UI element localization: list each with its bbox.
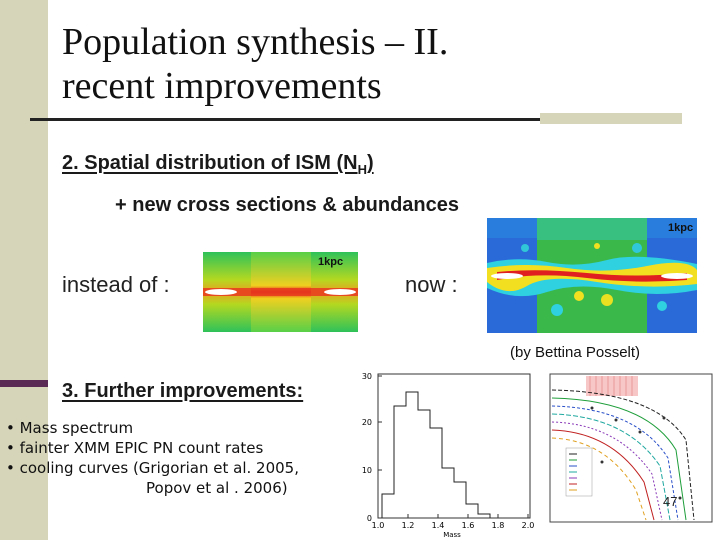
bullet-mass-spectrum: • Mass spectrum <box>6 419 134 437</box>
bullet-count-rates: • fainter XMM EPIC PN count rates <box>6 439 264 457</box>
mass-histogram: 0 10 20 30 1.0 1.2 1.4 1.6 1.8 2.0 Mass <box>340 364 540 540</box>
hist-ytick-10: 10 <box>362 466 372 475</box>
instead-of-label: instead of : <box>62 272 170 297</box>
page-number: 47 <box>663 494 678 509</box>
bullet-cooling-curves: • cooling curves (Grigorian et al. 2005, <box>6 459 299 477</box>
hist-xtick-1-6: 1.6 <box>462 521 475 530</box>
hist-ytick-20: 20 <box>362 418 372 427</box>
cooling-curves-plot <box>536 370 720 540</box>
improvements-list: • Mass spectrum • fainter XMM EPIC PN co… <box>6 418 299 498</box>
section-2-prefix: 2. Spatial distribution of ISM (N <box>62 152 358 174</box>
section-2-heading: 2. Spatial distribution of ISM (NH) <box>62 152 374 177</box>
new-map-scale-label: 1kpc <box>668 222 694 234</box>
hist-xtick-2-0: 2.0 <box>522 521 535 530</box>
hist-xtick-1-8: 1.8 <box>492 521 505 530</box>
section-3-heading: 3. Further improvements: <box>62 380 304 402</box>
old-map-scale-label: 1kpc <box>318 256 344 268</box>
hist-ytick-0: 0 <box>367 514 372 523</box>
hist-xtick-1-4: 1.4 <box>432 521 445 530</box>
title-rule-accent <box>540 113 682 124</box>
title-rule <box>30 118 555 121</box>
hist-ytick-30: 30 <box>362 372 372 381</box>
hist-xlabel: Mass <box>443 531 461 539</box>
hist-xtick-1-2: 1.2 <box>402 521 415 530</box>
title-line-2: recent improvements <box>62 65 382 107</box>
section-2-suffix: ) <box>366 152 374 174</box>
hist-xtick-1-0: 1.0 <box>372 521 385 530</box>
bullet-cooling-curves-cont: Popov et al . 2006) <box>146 479 288 497</box>
slide-title: Population synthesis – II. recent improv… <box>62 20 702 108</box>
title-line-1: Population synthesis – II. <box>62 21 449 63</box>
sidebar-accent-bar <box>0 380 48 387</box>
cross-sections-line: + new cross sections & abundances <box>115 194 460 216</box>
new-ism-map <box>487 218 697 333</box>
image-credit: (by Bettina Posselt) <box>510 344 641 361</box>
old-ism-map <box>203 252 358 332</box>
section-2-subscript: H <box>357 162 367 177</box>
now-label: now : <box>405 272 458 297</box>
slide-sidebar <box>0 0 48 540</box>
